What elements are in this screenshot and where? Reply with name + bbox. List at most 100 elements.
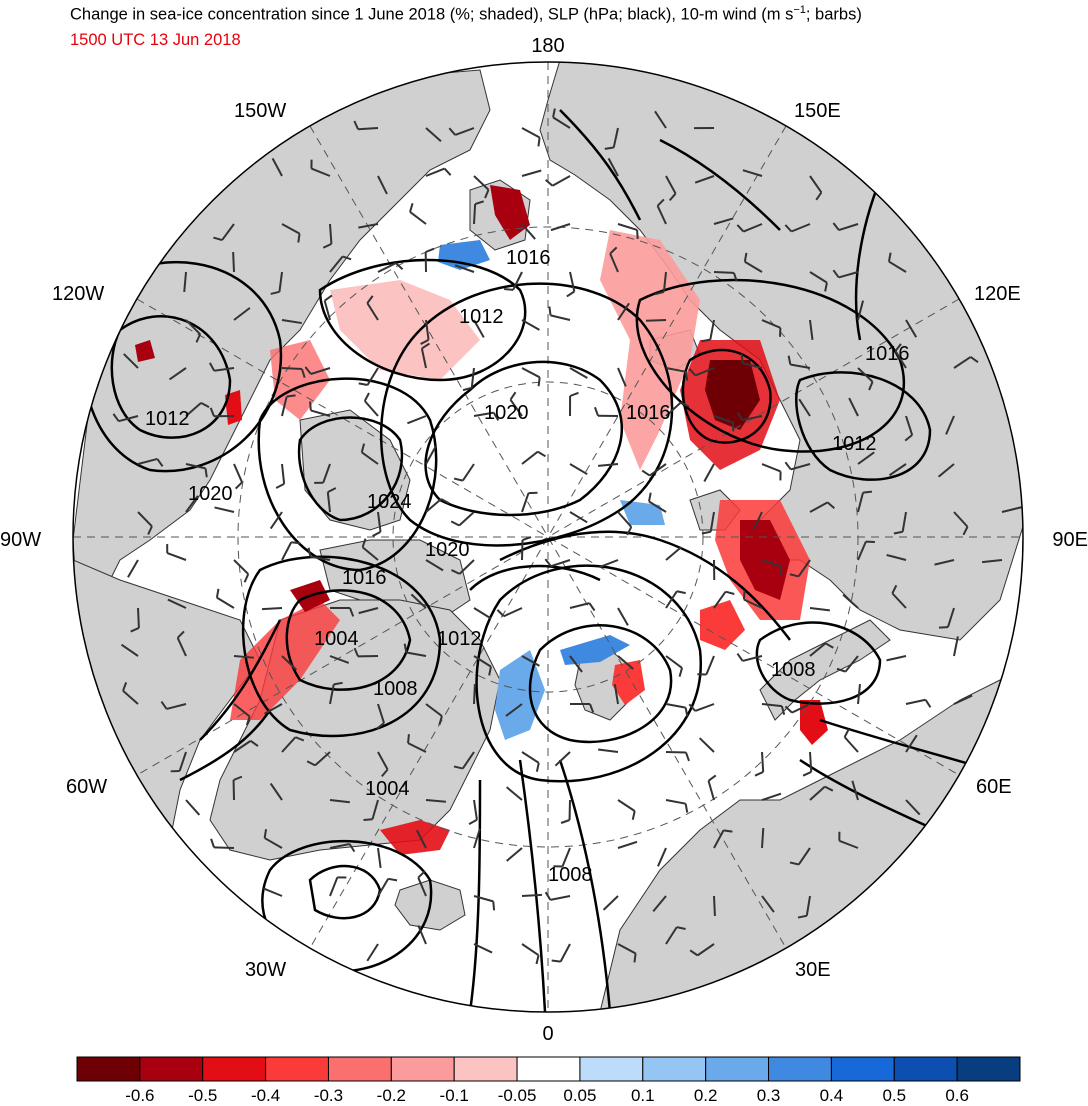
wind-barb-staff [281, 367, 303, 371]
contour-long-5 [468, 779, 482, 1012]
wind-barb-staff [569, 463, 588, 476]
wind-barb-staff [120, 643, 139, 657]
wind-barb-staff [166, 703, 187, 710]
wind-barb-staff [665, 655, 683, 669]
wind-barb-feather [448, 127, 457, 136]
wind-barb-staff [798, 398, 811, 417]
wind-barb-staff [905, 734, 918, 753]
wind-barb-staff [569, 655, 583, 673]
wind-barb-staff [805, 895, 811, 916]
colorbar-swatch [705, 1056, 770, 1082]
wind-barb-feather [286, 394, 296, 398]
wind-barb-staff [278, 271, 283, 292]
wind-barb-staff [473, 943, 493, 954]
wind-barb-staff [761, 751, 765, 773]
wind-barb-staff [698, 737, 715, 753]
lon-label-90e: 90E [1052, 529, 1088, 551]
wind-barb-staff [694, 175, 715, 184]
wind-barb-staff [425, 703, 443, 717]
wind-barb-feather [604, 146, 614, 150]
colorbar-tick-label: 0.3 [757, 1086, 781, 1105]
wind-barb-staff [233, 463, 243, 483]
wind-barb-feather [295, 736, 305, 742]
contour-label: 1016 [342, 567, 387, 589]
wind-barb-staff [617, 607, 629, 626]
lon-label-120e: 120E [974, 283, 1021, 305]
wind-barb-feather [938, 626, 949, 629]
wind-barb-staff [425, 498, 442, 513]
wind-barb-staff [329, 843, 350, 849]
wind-barb-staff [521, 169, 542, 177]
wind-barb-feather [784, 461, 792, 471]
wind-barb-feather [609, 246, 618, 255]
wind-barb-feather [122, 681, 128, 692]
wind-barb-staff [857, 683, 861, 705]
wind-barb-feather [388, 877, 398, 882]
contour-long-9 [179, 709, 272, 782]
wind-barb-staff [454, 264, 475, 273]
wind-barb-staff [652, 895, 667, 913]
wind-barb-feather [263, 829, 268, 839]
wind-barb-feather [245, 716, 251, 726]
wind-barb-feather [348, 843, 356, 853]
wind-barb-feather [535, 954, 540, 965]
wind-barb-staff [905, 799, 921, 816]
wind-barb-feather [891, 584, 898, 594]
wind-barb-staff [271, 157, 283, 177]
wind-barb-feather [443, 167, 452, 176]
wind-barb-feather [893, 530, 903, 535]
contour-1020-central [424, 360, 624, 517]
wind-barb-staff [1001, 506, 1022, 513]
contour-1016-east [635, 278, 906, 453]
wind-barb-staff [703, 463, 715, 482]
wind-barb-staff [473, 203, 477, 225]
wind-barb-feather [275, 482, 285, 489]
lon-label-30w: 30W [245, 959, 286, 981]
lon-label-180: 180 [531, 35, 564, 57]
wind-barb-feather [631, 810, 636, 820]
wind-barb-feather [112, 413, 120, 422]
wind-barb-staff [901, 511, 907, 532]
contour-1012-beaufort [318, 258, 527, 382]
contour-label: 1016 [626, 402, 671, 424]
wind-barb-feather [147, 525, 153, 535]
wind-barb-feather [701, 530, 711, 535]
contour-label: 1020 [484, 402, 529, 424]
wind-barb-staff [617, 943, 637, 955]
wind-barb-staff [409, 211, 427, 225]
wind-barb-staff [314, 751, 331, 767]
wind-barb-staff [377, 878, 390, 897]
colorbar-swatch [202, 1056, 267, 1082]
wind-barb-staff [848, 397, 859, 417]
wind-barb-staff [953, 636, 959, 657]
wind-barb-staff [521, 127, 541, 139]
wind-barb-feather [589, 703, 595, 713]
ice-loss-hudson [135, 340, 155, 362]
wind-barb-feather [176, 630, 185, 639]
wind-barb-feather [707, 774, 717, 782]
contour-long-12 [854, 179, 882, 341]
wind-barb-staff [473, 175, 490, 191]
wind-barb-feather [552, 108, 556, 118]
wind-barb-feather [438, 715, 443, 725]
wind-barb-staff [857, 541, 867, 561]
wind-barb-feather [395, 262, 404, 270]
wind-barb-staff [425, 799, 447, 803]
wind-barb-feather [736, 653, 744, 662]
wind-barb-feather [504, 288, 514, 291]
colorbar-swatch [327, 1056, 392, 1082]
wind-barb-feather [363, 818, 373, 821]
contour-label: 1008 [373, 678, 418, 700]
wind-barb-staff [329, 655, 350, 664]
wind-barb-staff [185, 495, 199, 513]
wind-barb-staff [329, 223, 333, 245]
contour-1012-canada [110, 315, 232, 439]
wind-barb-staff [953, 694, 973, 705]
contour-long-10 [559, 109, 642, 221]
wind-barb-feather [832, 269, 840, 279]
colorbar-tick-label: 0.1 [631, 1086, 655, 1105]
wind-barb-staff [281, 223, 301, 235]
wind-barb-staff [232, 251, 235, 273]
wind-barb-staff [425, 446, 437, 465]
wind-barb-staff [761, 895, 775, 913]
